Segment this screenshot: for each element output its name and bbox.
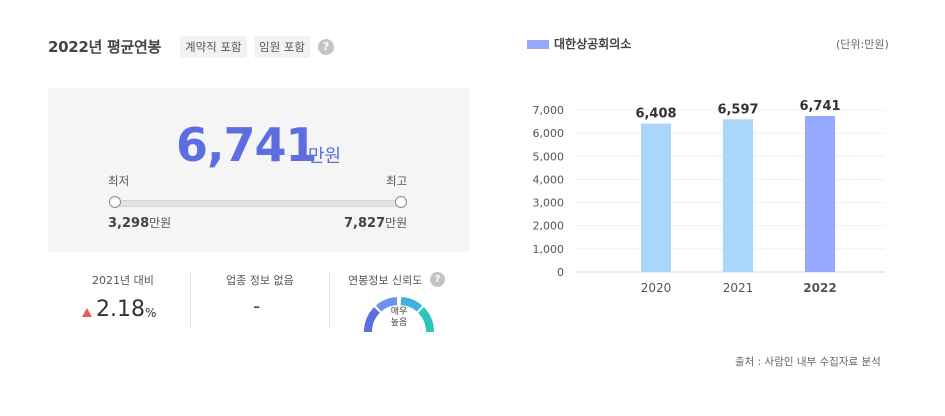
min-label: 최저 [108, 174, 130, 188]
legend-label: 대한상공회의소 [554, 37, 632, 51]
y-tick-label: 5,000 [533, 150, 565, 163]
growth-label: 2021년 대비 [92, 274, 154, 287]
min-salary: 3,298만원 [108, 214, 171, 231]
average-salary-value: 6,741 [176, 118, 318, 172]
bar-value-label: 6,741 [799, 99, 840, 114]
growth-value: 2.18 [96, 297, 145, 322]
industry-label: 업종 정보 없음 [226, 274, 294, 287]
x-tick-label: 2021 [723, 281, 754, 295]
source-note: 출처 : 사람인 내부 수집자료 분석 [735, 356, 881, 368]
tag-executive-included: 임원 포함 [254, 36, 310, 58]
reliability-gauge-icon [363, 297, 435, 333]
bar-2020 [641, 123, 671, 273]
industry-value: - [253, 294, 261, 318]
bar-value-label: 6,597 [717, 102, 758, 117]
divider [329, 272, 330, 328]
range-min-marker [109, 196, 121, 208]
legend-swatch [527, 40, 549, 49]
range-max-marker [395, 196, 407, 208]
unit-note: (단위:만원) [836, 38, 889, 51]
x-tick-label: 2020 [641, 281, 672, 295]
bar-2021 [723, 119, 753, 272]
divider [190, 272, 191, 328]
tag-contract-included: 계약직 포함 [180, 36, 247, 58]
reliability-label: 연봉정보 신뢰도 [348, 274, 423, 287]
growth-unit: % [145, 306, 157, 320]
salary-card [48, 88, 469, 252]
max-label: 최고 [386, 174, 408, 188]
y-tick-label: 6,000 [533, 127, 565, 140]
up-arrow-icon [82, 308, 92, 317]
max-salary-value: 7,827 [344, 216, 386, 231]
y-tick-label: 4,000 [533, 173, 565, 186]
y-tick-label: 3,000 [533, 197, 565, 210]
min-salary-unit: 만원 [149, 216, 172, 230]
max-salary-unit: 만원 [385, 216, 408, 230]
reliability-help-icon[interactable]: ? [430, 272, 445, 287]
reliability-level-text: 매우 높음 [390, 307, 408, 328]
y-tick-label: 2,000 [533, 220, 565, 233]
salary-range-bar [116, 200, 404, 207]
average-salary-unit: 만원 [308, 146, 342, 167]
min-salary-value: 3,298 [108, 216, 150, 231]
x-tick-label: 2022 [803, 281, 836, 295]
help-icon[interactable]: ? [318, 39, 334, 55]
page-title: 2022년 평균연봉 [48, 38, 161, 56]
bar-2022 [805, 115, 835, 272]
salary-bar-chart: 0 1,000 2,000 3,000 4,000 5,000 6,000 7,000 6,40… [533, 99, 885, 295]
bar-value-label: 6,408 [635, 107, 676, 122]
y-tick-label: 0 [557, 266, 564, 279]
max-salary: 7,827만원 [344, 214, 407, 231]
y-tick-label: 1,000 [533, 243, 565, 256]
y-tick-label: 7,000 [533, 104, 565, 117]
